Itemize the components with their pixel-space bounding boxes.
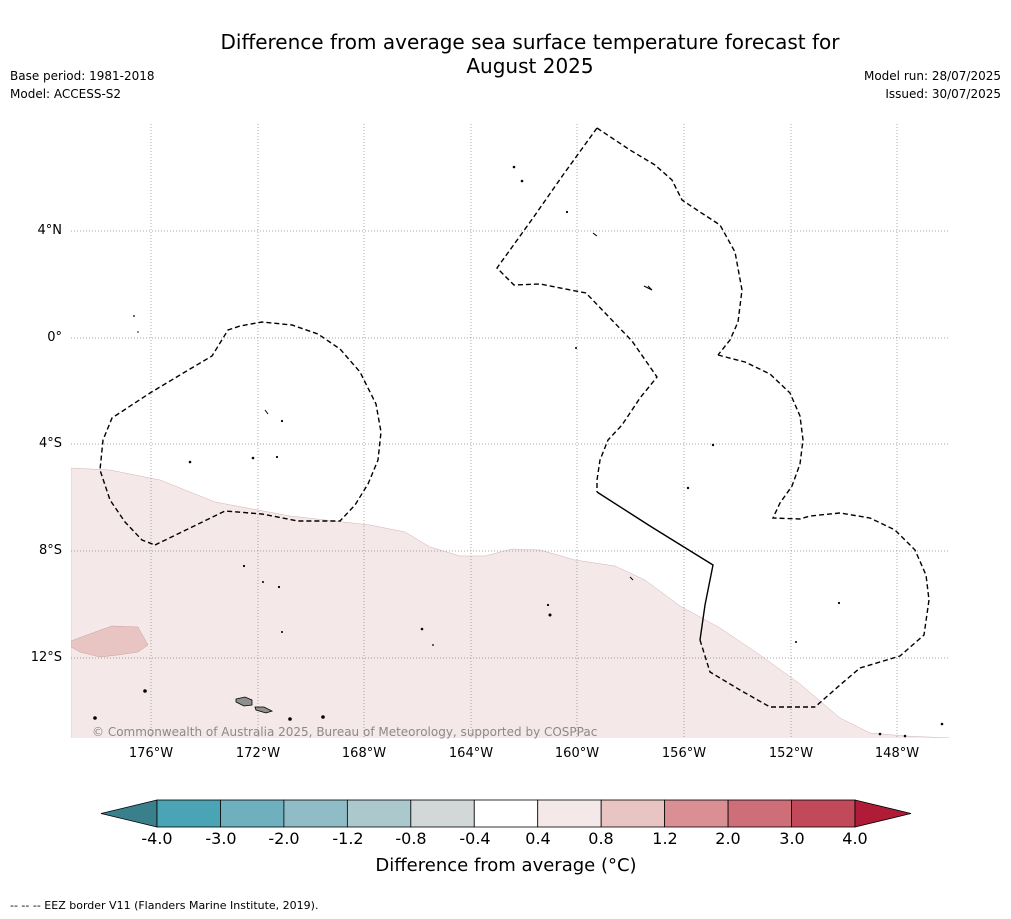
meta-right: Model run: 28/07/2025 Issued: 30/07/2025 [864, 67, 1001, 103]
eez-borders [99, 127, 930, 708]
eez-border-central-north [596, 127, 743, 356]
colorbar-segment [346, 799, 412, 828]
lon-label: 156°W [661, 746, 707, 761]
eez-border-east [717, 354, 930, 708]
samoa-island-upolu [254, 706, 274, 714]
eez-footnote: -- -- -- EEZ border V11 (Flanders Marine… [10, 899, 319, 912]
eez-border-solid-segment [596, 491, 714, 641]
colorbar-tick-label: 4.0 [842, 829, 868, 848]
lat-label: 8°S [38, 543, 62, 558]
atolls [264, 232, 653, 581]
lon-label: 176°W [128, 746, 174, 761]
colorbar-segment [220, 799, 285, 828]
colorbar-segment [156, 799, 221, 828]
lon-label: 160°W [554, 746, 600, 761]
colorbar-tick-label: -0.8 [395, 829, 427, 848]
base-period: Base period: 1981-2018 [10, 69, 155, 83]
colorbar-segment [727, 799, 792, 828]
lon-label: 168°W [341, 746, 387, 761]
colorbar [100, 799, 912, 828]
colorbar-tick-label: 3.0 [779, 829, 805, 848]
samoa-island-savaii [235, 696, 253, 707]
colorbar-segment [664, 799, 729, 828]
title-line-1: Difference from average sea surface temp… [220, 30, 840, 54]
anomaly-region-medium [71, 625, 149, 658]
colorbar-title: Difference from average (°C) [375, 855, 637, 876]
lat-label: 12°S [30, 650, 62, 665]
graticule [71, 124, 950, 738]
map-area [71, 124, 950, 738]
colorbar-segment [283, 799, 348, 828]
colorbar-tick-label: 0.4 [525, 829, 551, 848]
meta-left: Base period: 1981-2018 Model: ACCESS-S2 [10, 67, 155, 103]
colorbar-tick-label: -0.4 [459, 829, 491, 848]
colorbar-over-arrow [854, 799, 912, 828]
lon-label: 164°W [448, 746, 494, 761]
lon-label: 152°W [768, 746, 814, 761]
model-run: Model run: 28/07/2025 [863, 69, 1001, 83]
copyright-notice: © Commonwealth of Australia 2025, Bureau… [92, 725, 598, 739]
colorbar-segment [473, 799, 539, 828]
lat-label: 4°S [38, 436, 62, 451]
lat-label: 0° [47, 330, 62, 345]
colorbar-segment [537, 799, 602, 828]
colorbar-tick-label: 2.0 [715, 829, 741, 848]
colorbar-segment [410, 799, 475, 828]
colorbar-segment [600, 799, 666, 828]
eez-border-west [99, 321, 382, 546]
colorbar-tick-label: -4.0 [141, 829, 173, 848]
issued-date: Issued: 30/07/2025 [885, 87, 1001, 101]
colorbar-tick-label: -3.0 [205, 829, 237, 848]
colorbar-tick-label: 1.2 [652, 829, 678, 848]
model-name: Model: ACCESS-S2 [10, 87, 122, 101]
lat-label: 4°N [37, 223, 63, 238]
anomaly-region-light [71, 467, 950, 738]
map-title: Difference from average sea surface temp… [160, 30, 900, 78]
title-line-2: August 2025 [466, 54, 594, 78]
colorbar-tick-label: 0.8 [588, 829, 614, 848]
islands [93, 165, 944, 738]
lon-label: 148°W [874, 746, 920, 761]
colorbar-tick-label: -2.0 [268, 829, 300, 848]
colorbar-under-arrow [100, 799, 158, 828]
colorbar-segment [791, 799, 856, 828]
eez-border-south-segment [699, 639, 815, 708]
colorbar-tick-label: -1.2 [332, 829, 364, 848]
lon-label: 172°W [235, 746, 281, 761]
